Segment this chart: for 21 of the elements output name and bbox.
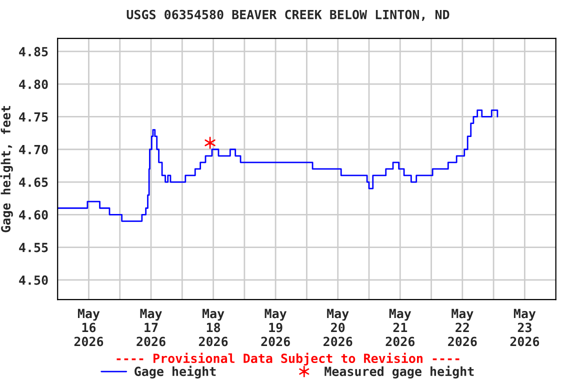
- x-tick-label: May 22 2026: [448, 308, 477, 346]
- chart-title: USGS 06354580 BEAVER CREEK BELOW LINTON, ND: [126, 10, 450, 21]
- legend-label: Gage height: [134, 366, 216, 378]
- x-tick-label: May 18 2026: [198, 308, 228, 346]
- x-tick-label: May 21 2026: [386, 308, 415, 346]
- y-tick-label: 4.55: [19, 242, 48, 252]
- x-tick-label: May 17 2026: [136, 308, 166, 346]
- y-tick-label: 4.85: [19, 46, 48, 56]
- x-tick-label: May 20 2026: [324, 308, 352, 346]
- x-tick-label: May 19 2026: [261, 308, 290, 346]
- y-tick-label: 4.80: [19, 80, 48, 90]
- y-tick-label: 4.75: [19, 112, 48, 122]
- legend-label: Measured gage height: [324, 366, 474, 378]
- y-tick-label: 4.60: [19, 210, 48, 220]
- y-tick-label: 4.70: [19, 144, 48, 154]
- y-tick-label: 4.50: [19, 275, 48, 285]
- y-tick-label: 4.65: [19, 178, 48, 187]
- text: ---- Provisional Data Subject to Revision ----: [116, 352, 460, 366]
- x-tick-label: May 23 2026: [510, 308, 540, 346]
- y-axis-title: Gage height, feet: [0, 106, 13, 232]
- x-tick-label: May 16 2026: [74, 308, 104, 346]
